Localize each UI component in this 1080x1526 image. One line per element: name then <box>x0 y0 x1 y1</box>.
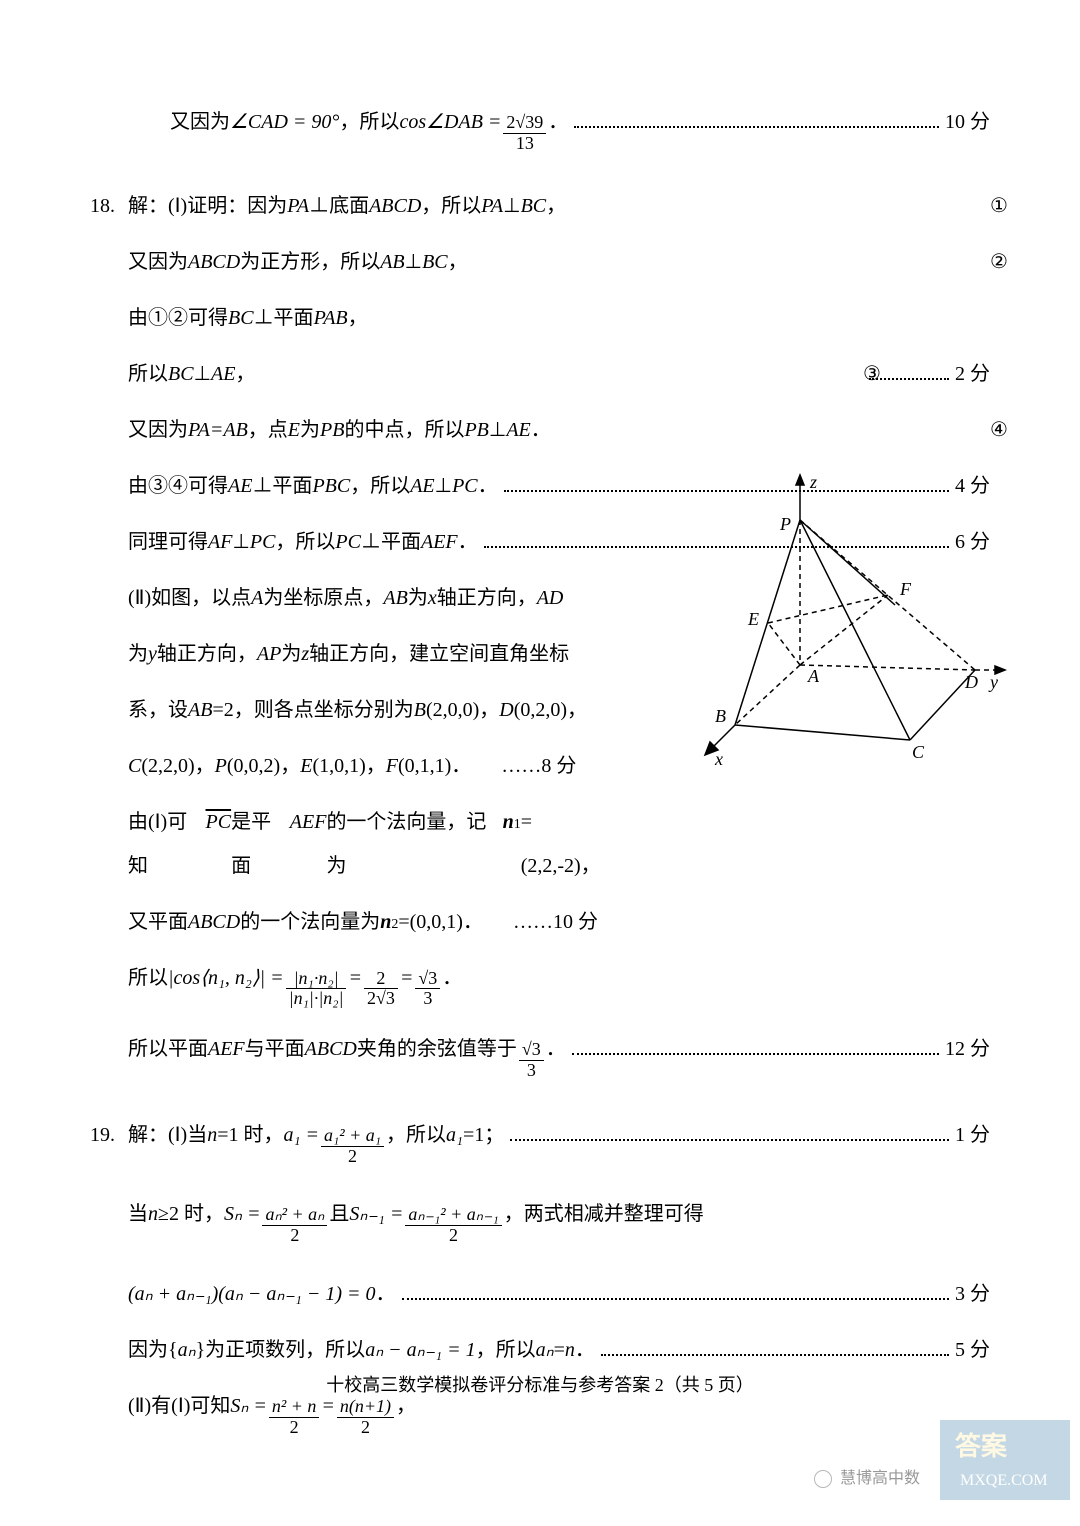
fraction: |n₁·n₂| |n₁|·|n₂| <box>286 969 347 1010</box>
line-cad: 又因为 ∠CAD = 90° ，所以 cos∠DAB = 2√39 13 ． 1… <box>90 100 990 154</box>
q18-l10: 系，设 AB =2，则各点坐标分别为 B (2,0,0)， D (0,2,0)， <box>90 688 610 732</box>
period: ． <box>548 100 568 144</box>
fraction: 2 2√3 <box>364 969 398 1010</box>
q18-l9: 为 y 轴正方向， AP 为 z 轴正方向，建立空间直角坐标 <box>90 632 610 676</box>
label-F: F <box>899 579 912 599</box>
label-B: B <box>715 706 726 726</box>
watermark-text: 慧博高中数 <box>814 1461 920 1496</box>
q18-l8: (Ⅱ)如图，以点 A 为坐标原点， AB 为 x 轴正方向， AD <box>90 576 610 620</box>
fraction: aₙ² + aₙ 2 <box>262 1205 327 1246</box>
label-x: x <box>714 749 723 769</box>
q18-l12: 由(Ⅰ)可知 PC 是平面 AEF 的一个法向量，记为 n1 =(2,2,-2)… <box>90 800 610 888</box>
q19-l2: 当 n ≥2 时， Sₙ = aₙ² + aₙ 2 且 Sₙ₋₁ = aₙ₋₁²… <box>90 1192 990 1246</box>
q18-l5: 又因为 PA=AB ，点 E 为 PB 的中点，所以 PB ⊥ AE ． ④ <box>90 408 990 452</box>
watermark-logo: 答案 MXQE.COM <box>940 1420 1070 1516</box>
pyramid-diagram: z P F <box>680 470 1010 780</box>
math: ∠CAD = 90° <box>230 100 339 144</box>
score: 12 分 <box>945 1027 990 1071</box>
q18-l15: 所以平面 AEF 与平面 ABCD 夹角的余弦值等于 √3 3 ． 12 分 <box>90 1027 990 1081</box>
q18-l4: 所以 BC ⊥ AE ， ③ 2 分 <box>90 352 990 396</box>
circ4: ④ <box>950 408 990 452</box>
label-z: z <box>809 472 817 492</box>
dots <box>601 1338 949 1356</box>
q18-l1: 18. 解：(Ⅰ)证明：因为 PA ⊥底面 ABCD ，所以 PA ⊥ BC ，… <box>90 184 990 228</box>
score: 10 分 <box>945 100 990 144</box>
qnum: 19. <box>90 1113 128 1157</box>
fraction: 2√39 13 <box>503 113 546 154</box>
label-E: E <box>747 609 759 629</box>
fraction: √3 3 <box>519 1040 544 1081</box>
score: ……8 分 <box>501 744 576 788</box>
q18-l3: 由①②可得 BC ⊥平面 PAB ， <box>90 296 990 340</box>
fraction: a₁² + a₁ 2 <box>321 1126 384 1167</box>
dots <box>869 362 949 380</box>
page-footer: 十校高三数学模拟卷评分标准与参考答案 2（共 5 页） <box>0 1366 1080 1406</box>
label-D: D <box>964 672 978 692</box>
q19-l3: (aₙ + aₙ₋₁)(aₙ − aₙ₋₁ − 1) = 0 ． 3 分 <box>90 1272 990 1316</box>
q18-l13: 又平面 ABCD 的一个法向量为 n2 =(0,0,1)． ……10 分 <box>90 900 610 944</box>
dots <box>572 1037 939 1055</box>
qnum: 18. <box>90 184 128 228</box>
label-P: P <box>779 514 791 534</box>
circ3: ③ <box>823 352 863 396</box>
fraction: √3 3 <box>415 969 440 1010</box>
score: 2 分 <box>955 352 990 396</box>
label-y: y <box>988 672 998 692</box>
text: ，所以 <box>339 100 399 144</box>
text: 又因为 <box>170 100 230 144</box>
score: 5 分 <box>955 1328 990 1372</box>
dots <box>574 110 939 128</box>
svg-text:MXQE.COM: MXQE.COM <box>960 1472 1048 1489</box>
dots <box>402 1282 949 1300</box>
circ2: ② <box>950 240 990 284</box>
dots <box>510 1123 949 1141</box>
label-A: A <box>807 666 820 686</box>
math: cos∠DAB = <box>399 100 501 144</box>
text: 解：(Ⅰ)证明：因为 <box>128 184 287 228</box>
circ1: ① <box>950 184 990 228</box>
q18-l11: C (2,2,0)， P (0,0,2)， E (1,0,1)， F (0,1,… <box>90 744 610 788</box>
fraction: aₙ₋₁² + aₙ₋₁ 2 <box>405 1205 501 1246</box>
score: 3 分 <box>955 1272 990 1316</box>
score: 1 分 <box>955 1113 990 1157</box>
q19-l4: 因为{ aₙ }为正项数列，所以 aₙ − aₙ₋₁ = 1 ，所以 aₙ = … <box>90 1328 990 1372</box>
svg-text:答案: 答案 <box>955 1431 1008 1461</box>
q18-l14: 所以 |cos⟨n₁, n₂⟩| = |n₁·n₂| |n₁|·|n₂| = 2… <box>90 956 990 1010</box>
label-C: C <box>912 742 925 762</box>
q18-l2: 又因为 ABCD 为正方形，所以 AB ⊥ BC ， ② <box>90 240 990 284</box>
q19-l1: 19. 解：(Ⅰ)当 n =1 时， a₁ = a₁² + a₁ 2 ，所以 a… <box>90 1113 990 1167</box>
score: ……10 分 <box>513 900 598 944</box>
